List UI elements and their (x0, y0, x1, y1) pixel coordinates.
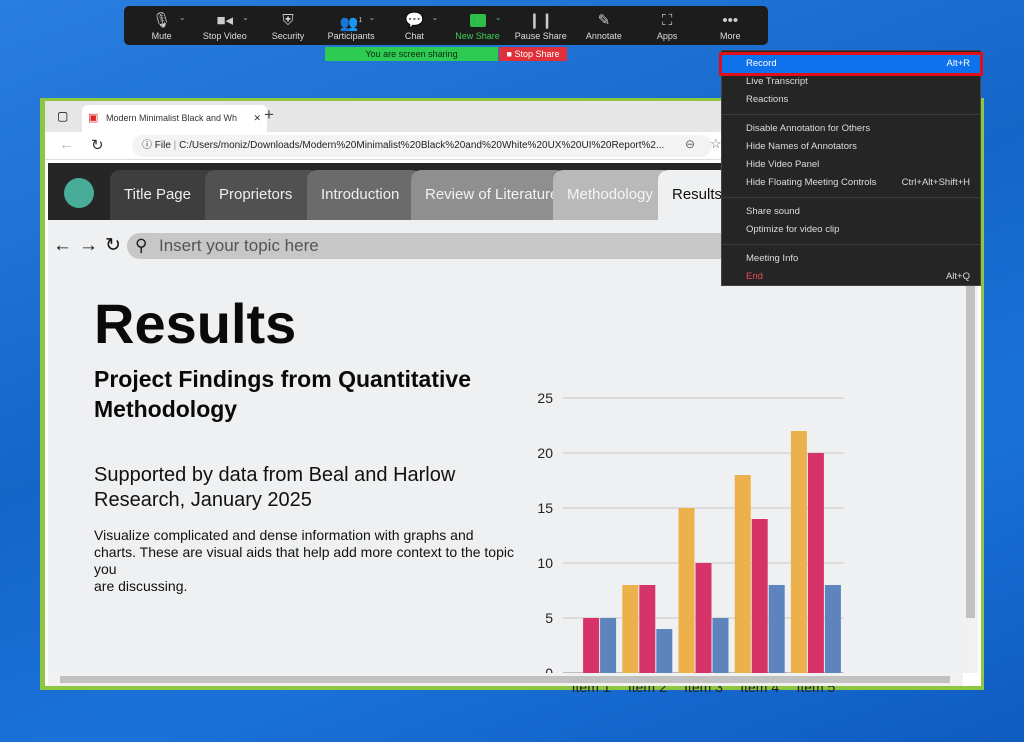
y-tick-label: 10 (537, 555, 553, 571)
bar (622, 585, 639, 673)
pdf-icon: ▣ (88, 112, 99, 124)
pause-icon: ❙❙ (528, 11, 554, 29)
more-icon: ••• (722, 11, 739, 29)
menu-reactions[interactable]: Reactions (746, 94, 789, 105)
bar (734, 475, 751, 673)
menu-end[interactable]: End Alt+Q (746, 271, 970, 282)
bar (751, 519, 768, 673)
refresh-icon[interactable]: ↻ (105, 235, 121, 256)
pause-share-button[interactable]: ❙❙ Pause Share (514, 11, 567, 41)
menu-hide-annotator-names[interactable]: Hide Names of Annotators (746, 141, 857, 152)
back-arrow-icon[interactable]: ← (53, 235, 72, 256)
y-tick-label: 20 (537, 445, 553, 461)
info-icon: ⓘ (142, 140, 155, 151)
divider (722, 197, 980, 198)
tab-methodology[interactable]: Methodology (553, 170, 673, 220)
participants-icon: 👥1 (339, 14, 363, 32)
menu-meeting-info[interactable]: Meeting Info (746, 253, 799, 264)
menu-share-sound[interactable]: Share sound (746, 206, 800, 217)
supporting-text: Supported by data from Beal and Harlow R… (94, 464, 456, 511)
tab-proprietors[interactable]: Proprietors (205, 170, 320, 220)
menu-optimize-video[interactable]: Optimize for video clip (746, 224, 840, 235)
shield-icon: ⛨ (282, 11, 294, 29)
browser-tab[interactable]: ▣ Modern Minimalist Black and Wh ✕ (82, 105, 267, 132)
divider (722, 244, 980, 245)
back-icon[interactable]: ← (59, 136, 74, 153)
participants-button[interactable]: 👥1 ⌄ Participants (327, 12, 376, 41)
topic-search-input[interactable]: ⚲ Insert your topic here (127, 233, 747, 259)
bar (712, 618, 729, 673)
forward-arrow-icon[interactable]: → (79, 235, 98, 256)
tab-introduction[interactable]: Introduction (307, 170, 422, 220)
close-tab-icon[interactable]: ✕ (253, 113, 261, 123)
bar (583, 618, 600, 673)
tab-review-of-literature[interactable]: Review of Literature (411, 170, 566, 220)
zoom-toolbar: 🎙 ⌄ Mute ■◂ ⌄ Stop Video ⛨ Security 👥1 ⌄ Partic… (124, 6, 768, 45)
menu-hide-video-panel[interactable]: Hide Video Panel (746, 159, 820, 170)
bar (768, 585, 785, 673)
pencil-icon: ✎ (597, 11, 611, 29)
bar (678, 508, 695, 673)
new-tab-icon[interactable]: + (264, 105, 274, 124)
url-field[interactable]: ⓘ File | C:/Users/moniz/Downloads/Modern… (132, 135, 712, 157)
mute-button[interactable]: 🎙 ⌄ Mute (151, 11, 186, 41)
zoom-icon[interactable]: ⊖ (685, 137, 696, 151)
description: Visualize complicated and dense informat… (94, 527, 514, 594)
subtitle: Project Findings from Quantitative Metho… (94, 366, 471, 422)
menu-hide-floating-controls[interactable]: Hide Floating Meeting Controls Ctrl+Alt+S… (746, 177, 970, 188)
video-camera-icon: ■◂ (216, 11, 234, 29)
y-tick-label: 25 (537, 390, 553, 406)
stop-share-button[interactable]: ■ Stop Share (499, 47, 567, 61)
bar (790, 431, 807, 673)
logo-circle (64, 178, 94, 208)
search-icon: ⚲ (135, 236, 148, 255)
apps-icon: ⛶ (661, 11, 673, 29)
bar (600, 618, 617, 673)
divider (722, 114, 980, 115)
bar (639, 585, 656, 673)
bar (656, 629, 673, 673)
tab-actions-icon[interactable]: ▢ (57, 109, 69, 123)
microphone-icon: 🎙 (152, 11, 172, 29)
tab-title-page[interactable]: Title Page (110, 170, 220, 220)
page-title: Results (94, 292, 297, 355)
more-menu: Record Alt+R Live Transcript Reactions Di… (719, 50, 983, 286)
menu-record[interactable]: Record Alt+R (719, 52, 983, 76)
bar (824, 585, 841, 673)
favorite-icon[interactable]: ☆ (710, 136, 722, 151)
y-tick-label: 15 (537, 500, 553, 516)
y-tick-label: 5 (545, 610, 553, 626)
vertical-scrollbar[interactable] (963, 163, 978, 673)
participants-count: 1 (358, 16, 363, 24)
security-button[interactable]: ⛨ Security (271, 11, 305, 41)
more-button[interactable]: ••• More (720, 11, 741, 41)
stop-video-button[interactable]: ■◂ ⌄ Stop Video (202, 11, 249, 41)
screen-sharing-status: You are screen sharing (325, 47, 498, 61)
apps-button[interactable]: ⛶ Apps (656, 11, 678, 41)
reload-icon[interactable]: ↻ (91, 137, 104, 154)
chat-icon: 💬 (405, 11, 424, 29)
chat-button[interactable]: 💬 ⌄ Chat (404, 11, 439, 41)
share-arrow-icon: ↑ (469, 13, 486, 27)
menu-disable-annotation[interactable]: Disable Annotation for Others (746, 123, 871, 134)
menu-live-transcript[interactable]: Live Transcript (746, 76, 808, 87)
new-share-button[interactable]: ↑ ⌄ New Share (455, 12, 502, 41)
bar (807, 453, 824, 673)
annotate-button[interactable]: ✎ Annotate (585, 11, 622, 41)
stop-icon: ■ (506, 49, 515, 59)
bar (695, 563, 712, 673)
horizontal-scrollbar[interactable] (48, 673, 963, 686)
